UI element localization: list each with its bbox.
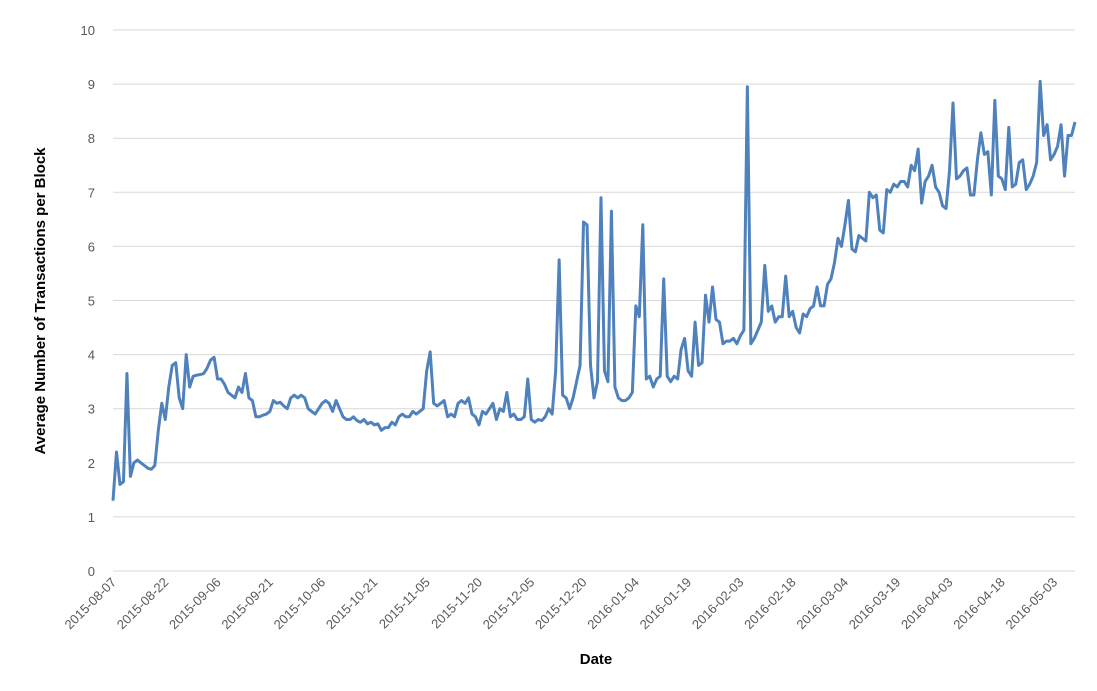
y-tick-label: 2 — [88, 456, 95, 471]
x-tick-label: 2016-01-19 — [637, 575, 695, 633]
x-tick-label: 2015-08-22 — [114, 575, 172, 633]
x-tick-label: 2015-10-06 — [271, 575, 329, 633]
x-tick-label: 2015-12-05 — [480, 575, 538, 633]
x-tick-label: 2015-08-07 — [61, 575, 119, 633]
y-tick-label: 0 — [88, 564, 95, 579]
y-tick-label: 8 — [88, 131, 95, 146]
x-tick-label: 2015-11-20 — [428, 575, 485, 632]
x-tick-label: 2015-11-05 — [376, 575, 433, 632]
y-tick-label: 3 — [88, 402, 95, 417]
y-tick-label: 9 — [88, 77, 95, 92]
x-tick-label: 2016-02-18 — [741, 575, 799, 633]
x-tick-label: 2016-04-18 — [950, 575, 1008, 633]
x-tick-label: 2015-10-21 — [323, 575, 381, 633]
x-tick-label: 2015-09-21 — [218, 575, 276, 633]
y-tick-label: 1 — [88, 510, 95, 525]
y-tick-label: 5 — [88, 294, 95, 309]
x-tick-label: 2016-01-04 — [584, 575, 642, 633]
x-tick-label: 2015-09-06 — [166, 575, 224, 633]
x-tick-label: 2016-04-03 — [898, 575, 956, 633]
y-axis-title: Average Number of Transactions per Block — [32, 147, 49, 455]
y-tick-label: 6 — [88, 239, 95, 254]
x-tick-label: 2016-03-19 — [846, 575, 904, 633]
x-tick-label: 2016-05-03 — [1003, 575, 1061, 633]
y-tick-label: 4 — [88, 348, 95, 363]
x-tick-label: 2015-12-20 — [532, 575, 590, 633]
x-axis-title: Date — [580, 651, 613, 668]
x-tick-label: 2016-02-03 — [689, 575, 747, 633]
line-series — [111, 79, 1077, 501]
y-tick-label: 7 — [88, 185, 95, 200]
x-tick-label: 2016-03-04 — [793, 575, 851, 633]
y-tick-label: 10 — [81, 23, 95, 38]
